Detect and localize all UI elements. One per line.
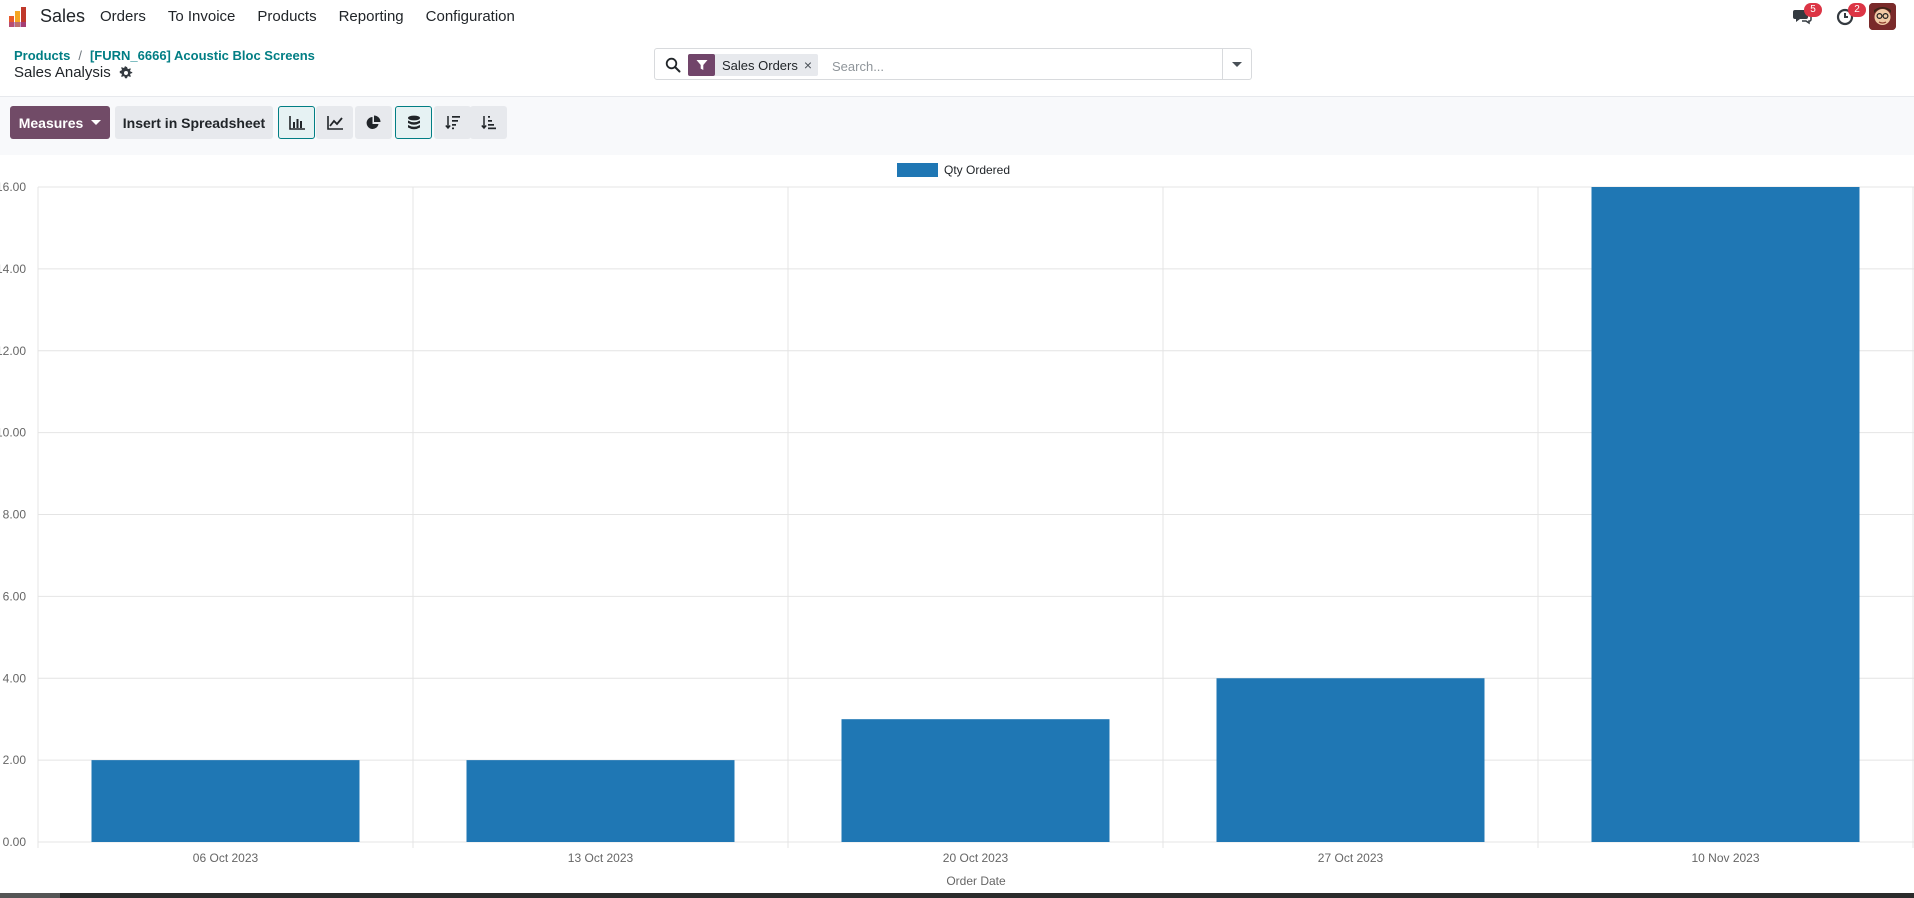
gear-icon[interactable] bbox=[119, 65, 133, 80]
y-tick-label: 0.00 bbox=[3, 835, 27, 849]
search-bar: Sales Orders × bbox=[654, 48, 1252, 80]
x-tick-label: 06 Oct 2023 bbox=[193, 851, 259, 865]
facet-remove-button[interactable]: × bbox=[803, 57, 813, 73]
x-tick-label: 20 Oct 2023 bbox=[943, 851, 1009, 865]
bar-chart-icon bbox=[288, 115, 305, 130]
page-title-row: Sales Analysis bbox=[14, 64, 133, 81]
line-chart-button[interactable] bbox=[316, 106, 353, 139]
bottom-tab bbox=[0, 893, 60, 898]
chart-bars bbox=[91, 187, 1860, 842]
chart-bar[interactable] bbox=[91, 760, 360, 842]
search-options-toggle[interactable] bbox=[1222, 49, 1251, 79]
menu-products[interactable]: Products bbox=[257, 8, 317, 25]
page-title: Sales Analysis bbox=[14, 64, 111, 81]
menu-orders[interactable]: Orders bbox=[100, 8, 146, 25]
chart-bar[interactable] bbox=[1216, 678, 1485, 842]
menu-to-invoice[interactable]: To Invoice bbox=[167, 8, 236, 25]
legend-swatch bbox=[897, 163, 938, 177]
insert-spreadsheet-label: Insert in Spreadsheet bbox=[122, 114, 266, 131]
bar-chart: 0.00 2.00 4.00 6.00 8.00 10.00 12.00 14.00 16.00… bbox=[0, 163, 1914, 888]
search-facet: Sales Orders × bbox=[688, 54, 819, 76]
x-tick-label: 13 Oct 2023 bbox=[568, 851, 634, 865]
x-axis-label: Order Date bbox=[946, 874, 1006, 888]
filter-icon bbox=[688, 54, 715, 76]
breadcrumb-product[interactable]: [FURN_6666] Acoustic Bloc Screens bbox=[89, 48, 315, 63]
breadcrumb-products[interactable]: Products bbox=[14, 48, 71, 63]
y-tick-label: 10.00 bbox=[0, 426, 26, 440]
pie-chart-icon bbox=[366, 115, 381, 129]
y-tick-label: 4.00 bbox=[3, 671, 27, 685]
activities-badge: 2 bbox=[1848, 3, 1866, 17]
stacked-button[interactable] bbox=[395, 106, 432, 139]
search-input[interactable] bbox=[830, 54, 1224, 78]
breadcrumb: Products / [FURN_6666] Acoustic Bloc Scree… bbox=[14, 48, 315, 63]
caret-down-icon bbox=[91, 120, 102, 125]
activities-button[interactable]: 2 bbox=[1836, 3, 1866, 28]
avatar-icon bbox=[1869, 3, 1896, 30]
legend-label: Qty Ordered bbox=[944, 163, 1010, 177]
chart-bar[interactable] bbox=[1591, 187, 1860, 842]
messages-button[interactable]: 5 bbox=[1792, 3, 1822, 28]
top-menu: Orders To Invoice Products Reporting Con… bbox=[100, 8, 537, 25]
stacked-icon bbox=[407, 115, 420, 129]
caret-down-icon bbox=[1232, 61, 1242, 67]
x-axis-ticks: 06 Oct 2023 13 Oct 2023 20 Oct 2023 27 Oct … bbox=[193, 851, 1760, 865]
measures-label: Measures bbox=[18, 114, 84, 131]
y-tick-label: 12.00 bbox=[0, 344, 26, 358]
breadcrumb-separator: / bbox=[78, 48, 82, 63]
bottom-strip bbox=[0, 893, 1914, 898]
search-icon[interactable] bbox=[665, 57, 681, 73]
app-name[interactable]: Sales bbox=[40, 6, 86, 26]
pie-chart-button[interactable] bbox=[355, 106, 392, 139]
sort-ascending-icon bbox=[480, 116, 496, 130]
sort-descending-icon bbox=[444, 116, 460, 130]
y-tick-label: 8.00 bbox=[3, 508, 27, 522]
y-tick-label: 6.00 bbox=[3, 589, 27, 603]
menu-reporting[interactable]: Reporting bbox=[338, 8, 404, 25]
sort-descending-button[interactable] bbox=[434, 106, 471, 139]
chart-legend[interactable]: Qty Ordered bbox=[897, 163, 1010, 177]
measures-button[interactable]: Measures bbox=[10, 106, 110, 139]
y-axis-ticks: 0.00 2.00 4.00 6.00 8.00 10.00 12.00 14.00 16.00 bbox=[0, 180, 26, 849]
menu-configuration[interactable]: Configuration bbox=[425, 8, 515, 25]
y-tick-label: 14.00 bbox=[0, 262, 26, 276]
sales-app-icon[interactable] bbox=[8, 6, 30, 28]
chart-bar[interactable] bbox=[841, 719, 1110, 842]
y-tick-label: 2.00 bbox=[3, 753, 27, 767]
messages-badge: 5 bbox=[1804, 3, 1822, 17]
user-avatar[interactable] bbox=[1869, 3, 1896, 30]
clock-icon bbox=[1836, 8, 1854, 26]
y-tick-label: 16.00 bbox=[0, 180, 26, 194]
chart-bar[interactable] bbox=[466, 760, 735, 842]
facet-label: Sales Orders bbox=[722, 57, 798, 73]
bar-chart-button[interactable] bbox=[278, 106, 315, 139]
x-tick-label: 10 Nov 2023 bbox=[1691, 851, 1759, 865]
line-chart-icon bbox=[326, 115, 343, 130]
sort-ascending-button[interactable] bbox=[470, 106, 507, 139]
x-tick-label: 27 Oct 2023 bbox=[1318, 851, 1384, 865]
main-navbar: Sales Orders To Invoice Products Reporti… bbox=[0, 0, 1914, 34]
insert-spreadsheet-button[interactable]: Insert in Spreadsheet bbox=[115, 106, 273, 139]
